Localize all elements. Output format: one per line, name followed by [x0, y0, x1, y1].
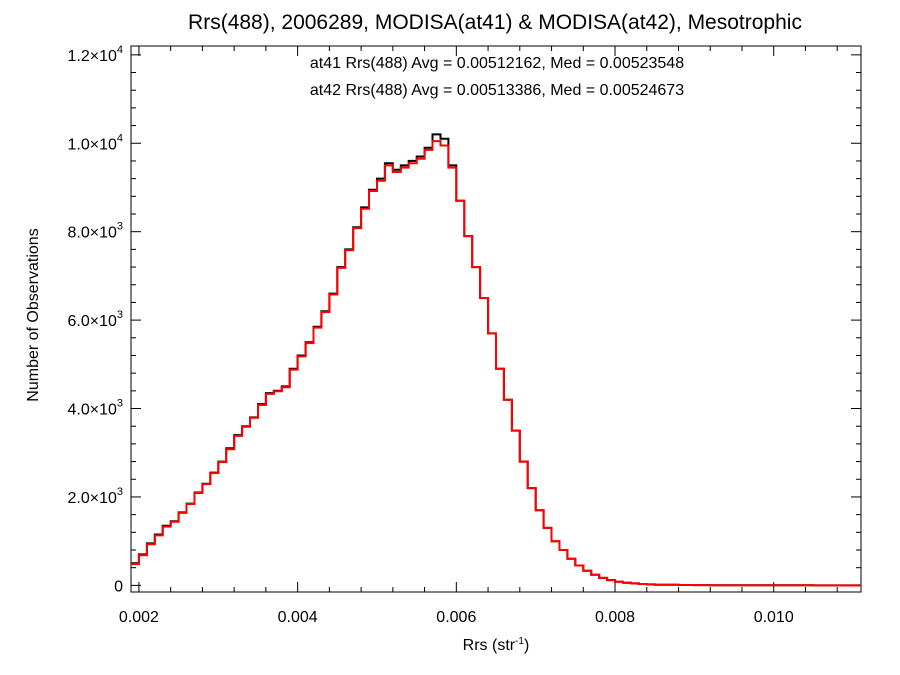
- x-axis: 0.002 0.004 0.006 0.008 0.010: [119, 46, 838, 626]
- y-tick-label: 4.0×103: [67, 398, 123, 419]
- y-tick-label: 1.0×104: [67, 132, 123, 153]
- y-tick-label: 2.0×103: [67, 486, 123, 507]
- y-tick-label: 1.2×104: [67, 44, 123, 65]
- x-tick-label: 0.006: [436, 609, 476, 626]
- y-tick-label: 8.0×103: [67, 221, 123, 242]
- x-axis-label-superscript: -1: [515, 636, 524, 647]
- x-axis-label: Rrs (str-1): [463, 636, 530, 654]
- y-tick-label: 0: [114, 578, 123, 595]
- series-at42-line: [131, 140, 861, 587]
- y-tick-label: 6.0×103: [67, 309, 123, 330]
- x-tick-label: 0.002: [119, 609, 159, 626]
- x-tick-label: 0.004: [278, 609, 318, 626]
- x-axis-label-text: Rrs (str: [463, 637, 516, 654]
- y-axis: 0 2.0×103 4.0×103 6.0×103 8.0×103 1.0×104 1.2×…: [67, 44, 861, 595]
- annotation-at41: at41 Rrs(488) Avg = 0.00512162, Med = 0.…: [310, 55, 684, 72]
- y-axis-label: Number of Observations: [25, 228, 42, 401]
- series-layer: [131, 133, 861, 587]
- x-tick-label: 0.010: [754, 609, 794, 626]
- chart-title: Rrs(488), 2006289, MODISA(at41) & MODISA…: [188, 11, 802, 34]
- x-tick-label: 0.008: [595, 609, 635, 626]
- plot-frame: [130, 45, 862, 593]
- annotation-at42: at42 Rrs(488) Avg = 0.00513386, Med = 0.…: [310, 82, 684, 99]
- x-axis-label-close: ): [524, 637, 529, 654]
